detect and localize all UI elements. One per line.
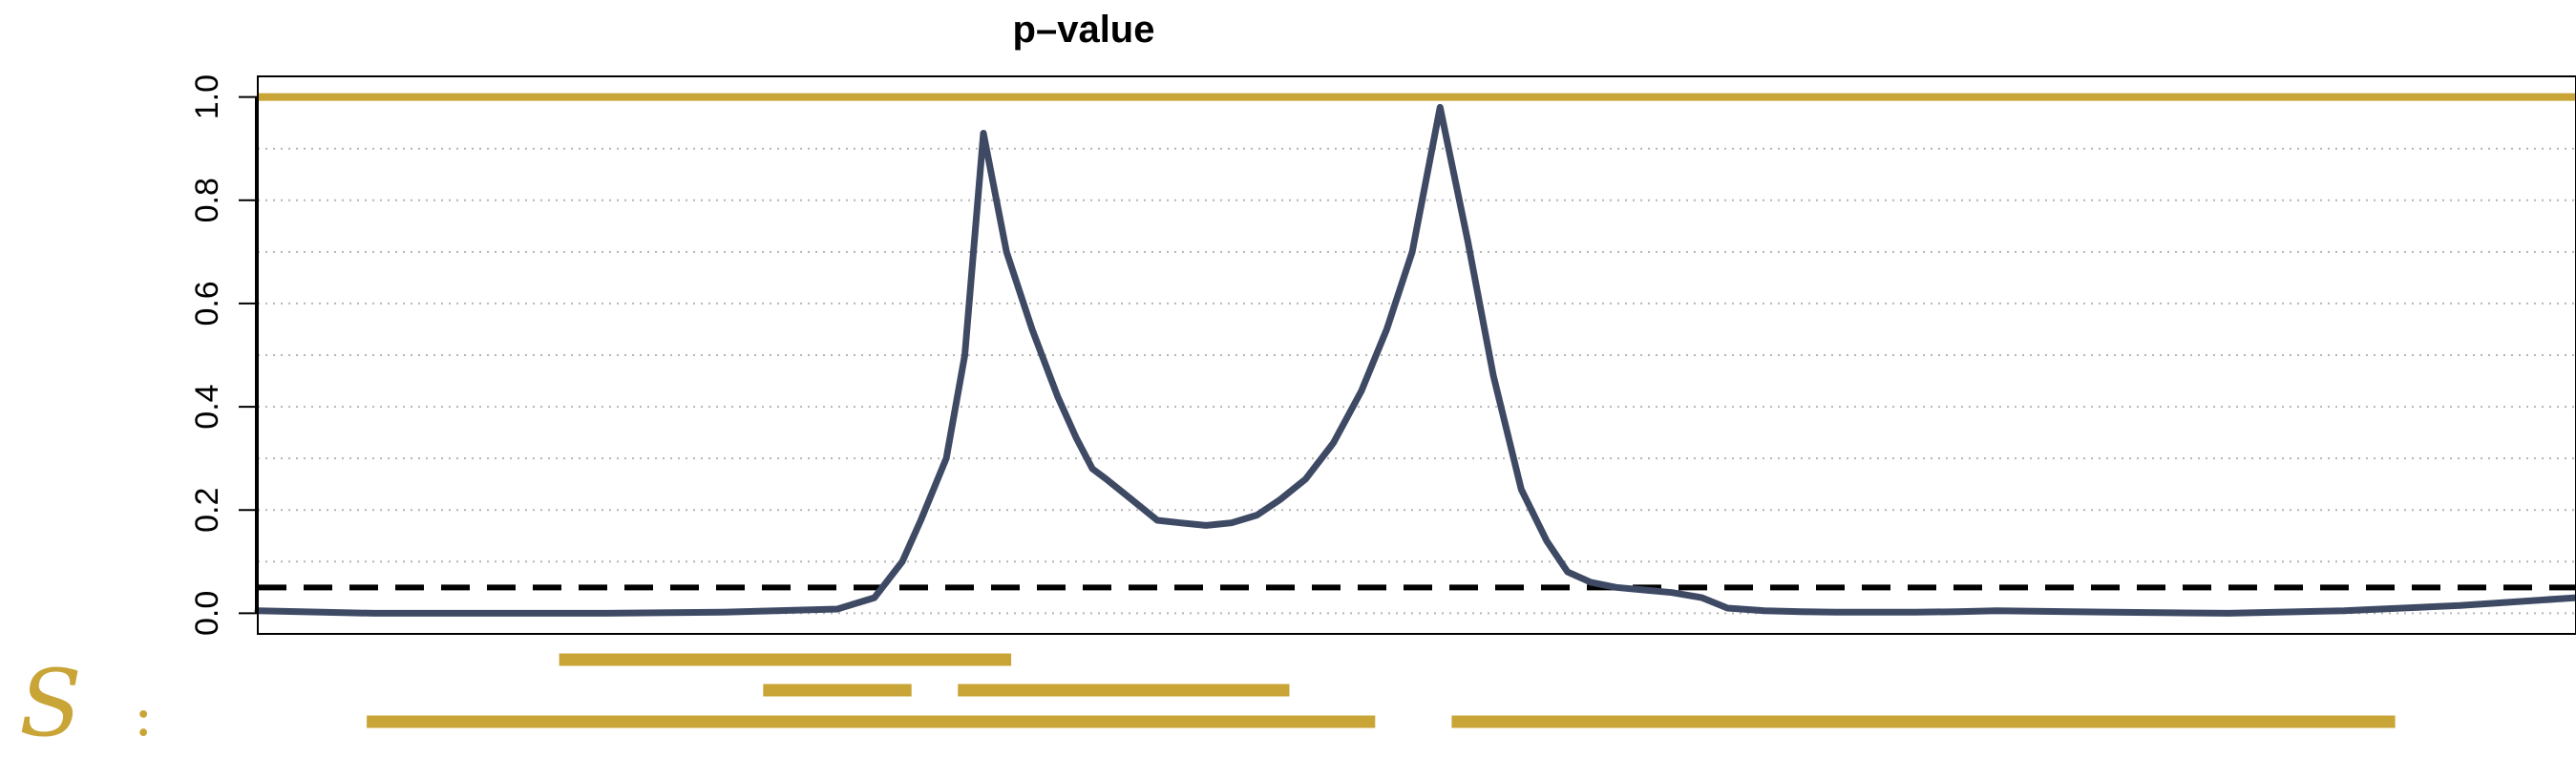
chart-title: p–value xyxy=(1013,9,1155,51)
reference-lines xyxy=(258,93,2576,591)
set-colon: : xyxy=(134,683,153,749)
plot-frame xyxy=(257,75,2576,635)
grid-lines xyxy=(258,95,2576,615)
series-line xyxy=(254,103,2576,617)
y-tick-label: 0.0 xyxy=(189,591,225,636)
interval-bars xyxy=(367,653,2396,728)
y-tick-label: 0.6 xyxy=(189,281,225,326)
y-axis: 0.0 0.2 0.4 0.6 0.8 1.0 xyxy=(189,74,258,636)
series-layer xyxy=(254,103,2576,617)
y-tick-label: 0.4 xyxy=(189,384,225,429)
y-tick-label: 1.0 xyxy=(189,74,225,119)
y-tick-label: 0.2 xyxy=(189,488,225,533)
y-tick-label: 0.8 xyxy=(189,178,225,222)
set-label: S xyxy=(19,650,82,757)
